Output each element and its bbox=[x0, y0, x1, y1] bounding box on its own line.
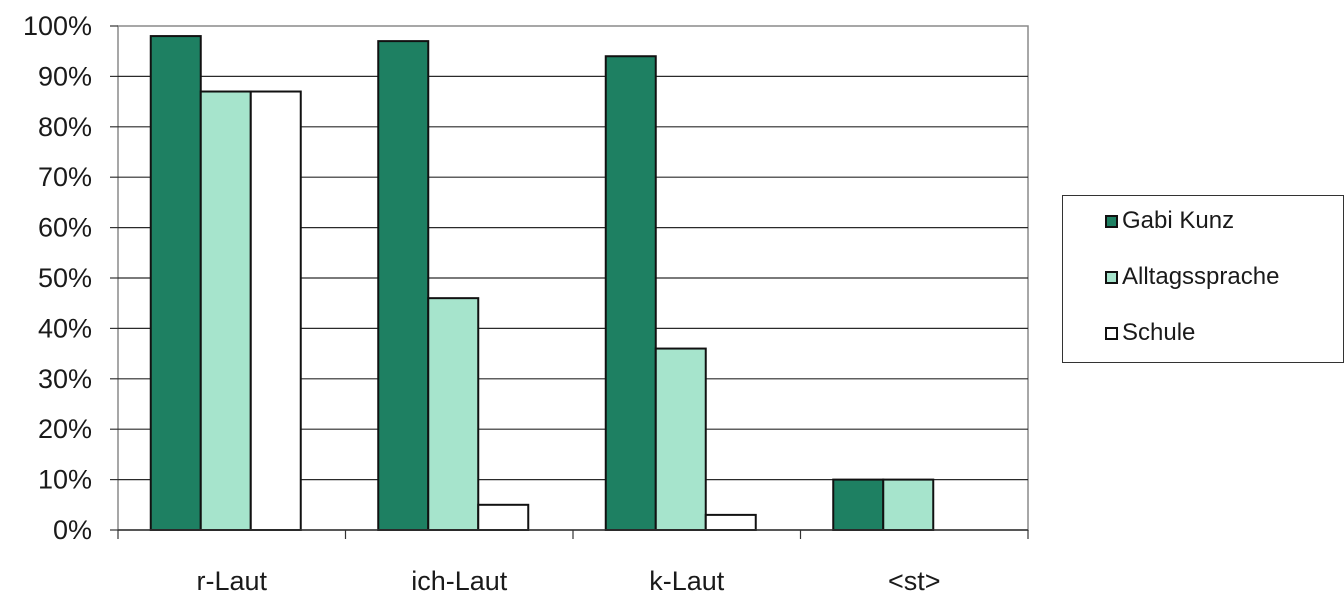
bars bbox=[149, 35, 935, 532]
bar bbox=[249, 90, 302, 532]
bar bbox=[427, 297, 480, 531]
y-tick-label: 60% bbox=[38, 213, 92, 243]
bar bbox=[654, 347, 707, 531]
x-tick-label: r-Laut bbox=[196, 566, 267, 594]
x-axis-ticks: r-Laut ich-Laut k-Laut <st> bbox=[117, 529, 1029, 594]
bar bbox=[832, 478, 885, 532]
legend-swatch bbox=[1105, 270, 1118, 284]
y-tick-label: 40% bbox=[38, 313, 92, 343]
y-axis-ticks: 0% 10% 20% 30% 40% 50% 60% 70% 80% 90% 100% bbox=[23, 11, 118, 545]
legend-item-alltagssprache: Alltagssprache bbox=[1105, 262, 1279, 292]
bar bbox=[477, 503, 530, 531]
y-tick-label: 0% bbox=[53, 515, 92, 545]
legend-label: Gabi Kunz bbox=[1122, 207, 1235, 234]
legend-swatch bbox=[1105, 214, 1118, 228]
legend-label: Alltagssprache bbox=[1122, 263, 1280, 290]
x-tick-label: k-Laut bbox=[649, 566, 725, 594]
legend-item-schule: Schule bbox=[1105, 318, 1195, 348]
y-tick-label: 30% bbox=[38, 364, 92, 394]
y-tick-label: 50% bbox=[38, 263, 92, 293]
y-tick-label: 80% bbox=[38, 112, 92, 142]
bar bbox=[704, 513, 757, 532]
bar bbox=[149, 35, 202, 532]
y-tick-label: 100% bbox=[23, 11, 92, 41]
y-tick-label: 70% bbox=[38, 162, 92, 192]
legend-item-gabi-kunz: Gabi Kunz bbox=[1105, 206, 1234, 236]
legend-swatch bbox=[1105, 326, 1118, 340]
x-tick-label: <st> bbox=[888, 566, 941, 594]
y-tick-label: 10% bbox=[38, 465, 92, 495]
legend: Gabi Kunz Alltagssprache Schule bbox=[1062, 195, 1344, 363]
bar bbox=[882, 478, 935, 532]
bar bbox=[199, 90, 252, 532]
legend-label: Schule bbox=[1122, 319, 1196, 346]
bar bbox=[604, 55, 657, 532]
y-tick-label: 90% bbox=[38, 61, 92, 91]
y-tick-label: 20% bbox=[38, 414, 92, 444]
x-tick-label: ich-Laut bbox=[411, 566, 508, 594]
bar bbox=[377, 40, 430, 532]
